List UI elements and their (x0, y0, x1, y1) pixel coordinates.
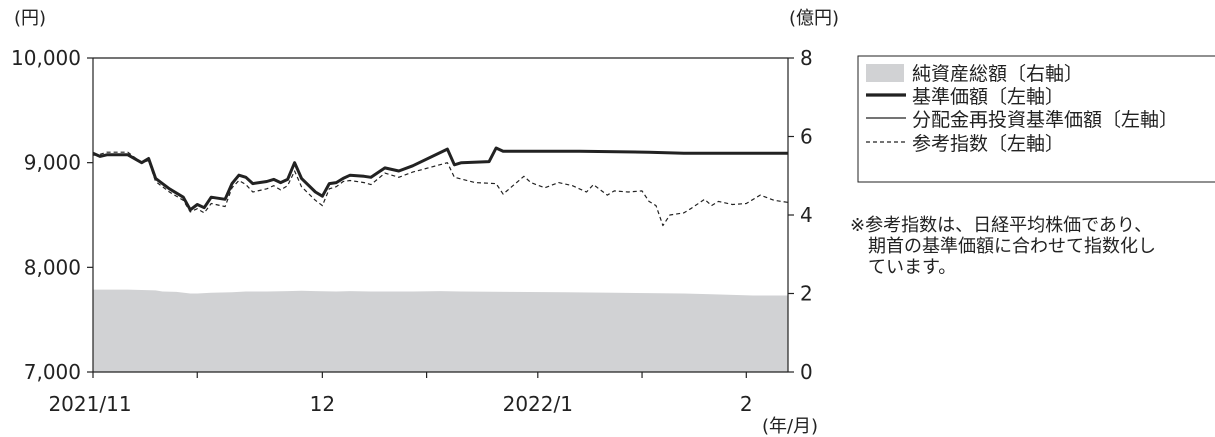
right-tick-label: 8 (800, 46, 813, 70)
x-axis-unit: (年/月) (762, 416, 818, 437)
x-tick-label: 2022/1 (503, 392, 573, 416)
right-axis-unit: (億円) (789, 8, 839, 29)
legend-label-nav-price: 基準価額〔左軸〕 (912, 86, 1064, 108)
legend-label-reference: 参考指数〔左軸〕 (912, 133, 1064, 155)
left-tick-label: 7,000 (24, 360, 81, 384)
footnote-line-1: ※参考指数は、日経平均株価であり、 (850, 215, 1153, 236)
legend-swatch-area (866, 64, 904, 82)
legend: 純資産総額〔右軸〕 基準価額〔左軸〕 分配金再投資基準価額〔左軸〕 参考指数〔左… (857, 55, 1215, 183)
series-line-reference-index (92, 151, 789, 227)
footnote-line-2: 期首の基準価額に合わせて指数化し (868, 236, 1156, 257)
footnote: ※参考指数は、日経平均株価であり、 期首の基準価額に合わせて指数化し ています。 (850, 215, 1156, 278)
x-tick-label: 2021/11 (48, 392, 131, 416)
footnote-line-3: ています。 (868, 257, 957, 278)
tick-labels: 10,000 9,000 8,000 7,000 8 6 4 2 0 2021/11 12 2022/… (11, 46, 813, 416)
plot-area (92, 146, 789, 372)
legend-box (857, 55, 1215, 183)
series-area-net-assets (93, 289, 788, 372)
legend-label-nav: 純資産総額〔右軸〕 (912, 63, 1083, 85)
x-tick-label: 2 (740, 392, 753, 416)
series-line-reinvested (92, 147, 788, 211)
right-tick-label: 4 (800, 203, 813, 227)
right-tick-label: 6 (800, 125, 813, 149)
legend-label-reinvested: 分配金再投資基準価額〔左軸〕 (912, 109, 1178, 131)
right-tick-label: 0 (800, 360, 813, 384)
x-tick-label: 12 (310, 392, 335, 416)
left-tick-label: 9,000 (24, 151, 81, 175)
left-tick-label: 10,000 (11, 46, 81, 70)
axes (87, 57, 794, 378)
series-line-nav-price (92, 146, 788, 212)
right-tick-label: 2 (800, 282, 813, 306)
left-axis-unit: (円) (14, 8, 46, 29)
left-tick-label: 8,000 (24, 255, 81, 279)
